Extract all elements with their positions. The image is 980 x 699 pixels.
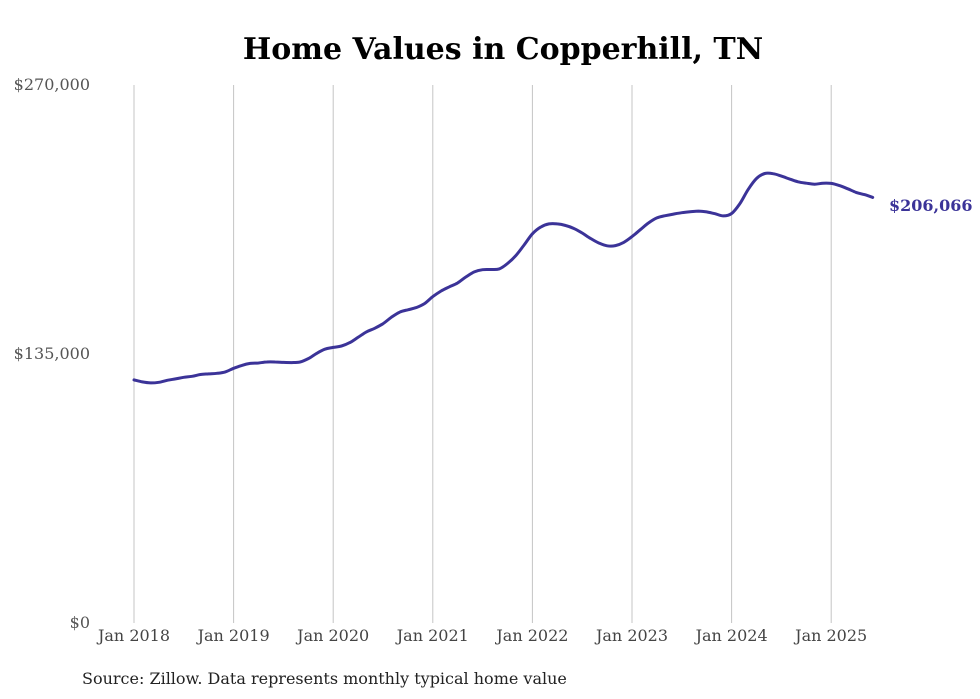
chart-title: Home Values in Copperhill, TN [243, 32, 763, 67]
y-tick-label: $270,000 [14, 75, 90, 94]
x-tick-label: Jan 2022 [494, 626, 568, 645]
x-tick-label: Jan 2020 [295, 626, 369, 645]
x-tick-label: Jan 2024 [694, 626, 768, 645]
x-tick-label: Jan 2021 [395, 626, 469, 645]
vertical-gridlines [133, 85, 832, 623]
plot-area [132, 171, 875, 385]
x-axis-tick-labels: Jan 2018 Jan 2019 Jan 2020 Jan 2021 Jan 2022… [96, 626, 867, 645]
y-tick-label: $0 [70, 613, 90, 632]
home-value-line [132, 171, 875, 385]
x-tick-label: Jan 2018 [96, 626, 170, 645]
x-tick-label: Jan 2023 [594, 626, 668, 645]
x-tick-label: Jan 2025 [793, 626, 867, 645]
latest-value-label: $206,066 [889, 196, 973, 215]
x-tick-label: Jan 2019 [196, 626, 270, 645]
y-tick-label: $135,000 [14, 344, 90, 363]
source-note: Source: Zillow. Data represents monthly … [82, 669, 567, 688]
y-axis-tick-labels: $270,000 $135,000 $0 [14, 75, 90, 632]
